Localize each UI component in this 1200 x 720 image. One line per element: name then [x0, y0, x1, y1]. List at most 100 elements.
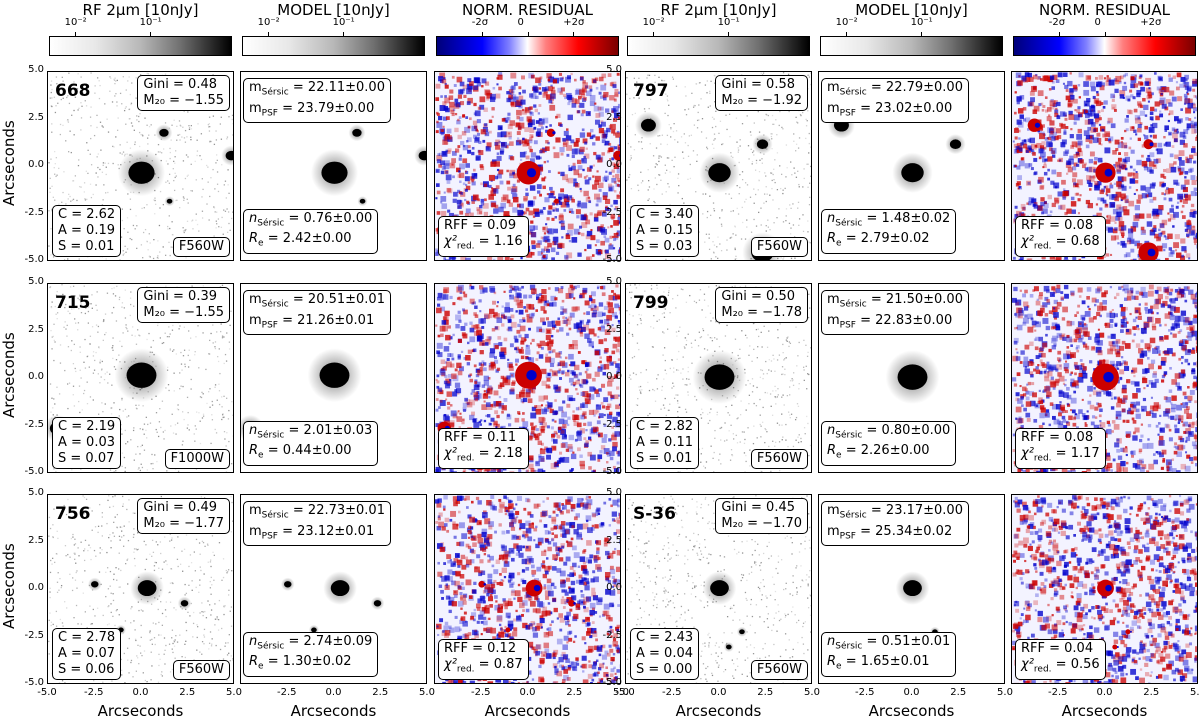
noise-pixel: [142, 467, 143, 468]
noise-pixel: [691, 135, 692, 136]
residual-pixel: [582, 128, 585, 131]
residual-pixel: [531, 232, 536, 237]
residual-pixel: [580, 147, 585, 152]
residual-pixel: [577, 204, 581, 208]
residual-pixel: [441, 359, 446, 364]
noise-pixel: [786, 208, 787, 209]
residual-pixel: [438, 335, 441, 338]
residual-pixel: [1099, 75, 1104, 80]
noise-pixel: [634, 78, 635, 79]
noise-pixel: [713, 148, 714, 149]
residual-pixel: [454, 99, 458, 103]
residual-pixel: [561, 223, 565, 227]
residual-pixel: [599, 356, 601, 358]
noise-pixel: [669, 171, 670, 172]
residual-pixel: [1184, 180, 1189, 185]
residual-pixel: [1096, 203, 1098, 205]
noise-pixel: [649, 186, 650, 187]
residual-pixel: [1088, 203, 1093, 208]
residual-pixel: [604, 143, 606, 145]
residual-pixel: [493, 208, 498, 213]
residual-pixel: [456, 412, 458, 414]
residual-pixel: [1181, 77, 1186, 82]
residual-pixel: [466, 88, 472, 94]
noise-pixel: [739, 187, 740, 188]
noise-pixel: [215, 341, 216, 342]
residual-pixel: [1038, 177, 1044, 183]
residual-pixel: [588, 197, 590, 199]
residual-pixel: [602, 292, 606, 296]
noise-pixel: [48, 245, 49, 246]
noise-pixel: [145, 430, 146, 431]
noise-pixel: [772, 174, 773, 175]
residual-pixel: [458, 135, 462, 139]
residual-pixel: [458, 174, 462, 178]
residual-pixel: [1128, 172, 1132, 176]
residual-pixel: [597, 170, 599, 172]
residual-pixel: [1187, 229, 1192, 234]
noise-pixel: [111, 288, 112, 289]
residual-pixel: [541, 237, 544, 240]
cas-box-line: S = 0.03: [636, 239, 693, 255]
residual-pixel: [1167, 212, 1169, 214]
residual-pixel: [463, 291, 466, 294]
residual-pixel: [1052, 81, 1055, 84]
noise-pixel: [731, 198, 732, 199]
residual-pixel: [533, 225, 537, 229]
residual-pixel: [596, 239, 600, 243]
residual-pixel: [465, 170, 467, 172]
source-blob: [901, 163, 923, 182]
noise-pixel: [655, 177, 656, 178]
residual-pixel: [1096, 91, 1098, 93]
noise-pixel: [195, 220, 196, 221]
residual-pixel: [1110, 94, 1115, 99]
noise-pixel: [90, 154, 91, 155]
residual-pixel: [520, 159, 522, 161]
noise-pixel: [644, 108, 645, 109]
noise-pixel: [665, 259, 666, 260]
noise-pixel: [136, 225, 137, 226]
residual-pixel: [555, 137, 560, 142]
residual-pixel: [1173, 180, 1178, 185]
noise-pixel: [667, 115, 668, 116]
residual-pixel: [1111, 123, 1116, 128]
noise-pixel: [767, 220, 768, 221]
noise-pixel: [810, 242, 811, 243]
noise-pixel: [90, 72, 91, 73]
noise-pixel: [131, 122, 132, 123]
residual-pixel: [1193, 111, 1195, 113]
filter-box: F560W: [173, 237, 230, 257]
noise-pixel: [50, 97, 51, 98]
noise-pixel: [716, 246, 717, 247]
noise-pixel: [135, 228, 136, 229]
noise-pixel: [641, 141, 642, 142]
residual-pixel: [1117, 242, 1119, 244]
residual-pixel: [1032, 152, 1036, 156]
noise-pixel: [51, 307, 52, 308]
noise-pixel: [182, 411, 183, 412]
residual-pixel: [538, 112, 540, 114]
residual-pixel: [1048, 195, 1052, 199]
noise-pixel: [166, 160, 167, 161]
residual-pixel: [1019, 186, 1022, 189]
noise-pixel: [52, 336, 53, 337]
noise-pixel: [54, 151, 55, 152]
residual-pixel: [462, 114, 465, 117]
noise-pixel: [87, 382, 88, 383]
noise-pixel: [183, 198, 184, 199]
residual-pixel: [563, 94, 566, 97]
residual-pixel: [524, 127, 529, 132]
residual-pixel: [1176, 81, 1178, 83]
residual-pixel: [594, 103, 596, 105]
noise-pixel: [142, 405, 143, 406]
residual-pixel: [1163, 169, 1166, 172]
noise-pixel: [123, 76, 124, 77]
noise-pixel: [148, 333, 149, 334]
noise-pixel: [215, 384, 216, 385]
residual-pixel: [548, 287, 551, 290]
residual-pixel: [513, 172, 515, 174]
noise-pixel: [133, 430, 134, 431]
noise-pixel: [228, 418, 229, 419]
noise-pixel: [214, 346, 215, 347]
